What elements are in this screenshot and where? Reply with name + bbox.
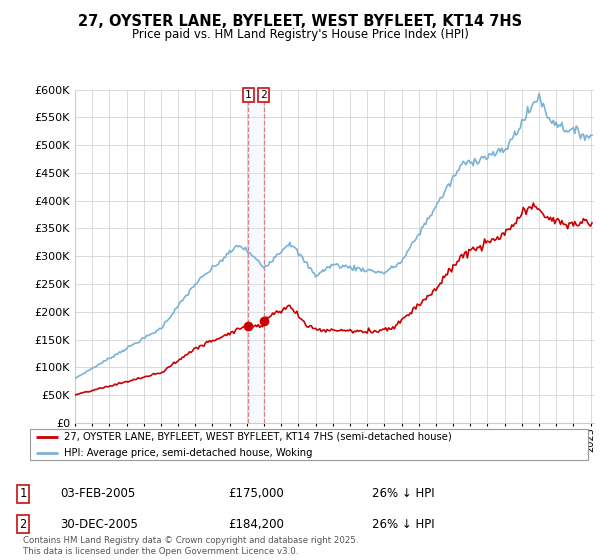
Text: Price paid vs. HM Land Registry's House Price Index (HPI): Price paid vs. HM Land Registry's House … [131, 28, 469, 41]
Text: 2: 2 [19, 517, 26, 531]
Text: Contains HM Land Registry data © Crown copyright and database right 2025.
This d: Contains HM Land Registry data © Crown c… [23, 536, 358, 556]
Text: 27, OYSTER LANE, BYFLEET, WEST BYFLEET, KT14 7HS: 27, OYSTER LANE, BYFLEET, WEST BYFLEET, … [78, 14, 522, 29]
Text: 26% ↓ HPI: 26% ↓ HPI [372, 517, 434, 531]
Text: 1: 1 [19, 487, 26, 501]
Text: 03-FEB-2005: 03-FEB-2005 [60, 487, 135, 501]
Text: £184,200: £184,200 [228, 517, 284, 531]
Text: 27, OYSTER LANE, BYFLEET, WEST BYFLEET, KT14 7HS (semi-detached house): 27, OYSTER LANE, BYFLEET, WEST BYFLEET, … [64, 432, 452, 442]
Text: 26% ↓ HPI: 26% ↓ HPI [372, 487, 434, 501]
Text: 2: 2 [260, 90, 267, 100]
Text: 1: 1 [245, 90, 251, 100]
Text: 30-DEC-2005: 30-DEC-2005 [60, 517, 138, 531]
Text: £175,000: £175,000 [228, 487, 284, 501]
Text: HPI: Average price, semi-detached house, Woking: HPI: Average price, semi-detached house,… [64, 447, 313, 458]
Bar [248, 90, 264, 423]
FancyBboxPatch shape [30, 429, 589, 460]
